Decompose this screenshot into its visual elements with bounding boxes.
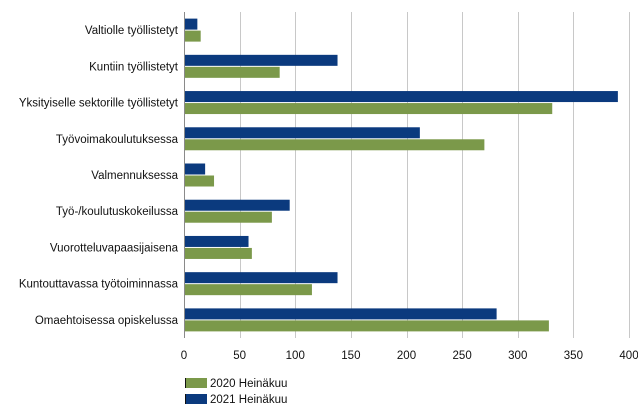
x-tick-label: 50 xyxy=(233,350,246,362)
category-labels: Valtiolle työllistetyt Kuntiin työllistet… xyxy=(19,25,179,327)
x-tick-label: 100 xyxy=(286,350,305,362)
category-label: Valtiolle työllistetyt xyxy=(85,25,179,37)
x-tick-label: 300 xyxy=(508,350,527,362)
bar-2021-8 xyxy=(185,272,338,284)
x-tick-label: 150 xyxy=(341,350,360,362)
x-tick-label: 400 xyxy=(619,350,638,362)
bar-2020-5 xyxy=(185,175,215,187)
legend-swatch xyxy=(185,378,207,388)
bar-2020-1 xyxy=(185,30,201,42)
category-label: Yksityiselle sektorille työllistetyt xyxy=(19,98,179,110)
bar-2020-7 xyxy=(185,247,252,259)
bar-2020-8 xyxy=(185,284,312,296)
category-label: Valmennuksessa xyxy=(91,170,178,182)
category-label: Työ-/koulutuskokeilussa xyxy=(56,206,179,218)
bar-2021-3 xyxy=(185,91,618,103)
x-axis-ticks: 0 50 100 150 200 250 300 350 400 xyxy=(181,350,638,362)
bar-2021-7 xyxy=(185,235,249,247)
legend-label: 2021 Heinäkuu xyxy=(210,394,287,406)
bar-2021-9 xyxy=(185,308,497,320)
legend: 2020 Heinäkuu 2021 Heinäkuu xyxy=(185,378,287,406)
category-label: Vuorotteluvapaasijaisena xyxy=(50,242,179,254)
category-label: Omaehtoisessa opiskelussa xyxy=(35,315,179,327)
bar-2021-5 xyxy=(185,163,206,175)
category-label: Kuntiin työllistetyt xyxy=(89,61,179,73)
bar-2020-9 xyxy=(185,320,549,332)
bars xyxy=(185,18,618,332)
legend-label: 2020 Heinäkuu xyxy=(210,378,287,390)
x-tick-label: 350 xyxy=(564,350,583,362)
gridlines xyxy=(184,12,630,338)
x-tick-label: 250 xyxy=(453,350,472,362)
bar-2021-6 xyxy=(185,199,290,211)
bar-2020-4 xyxy=(185,139,485,151)
x-tick-label: 200 xyxy=(397,350,416,362)
category-label: Työvoimakoulutuksessa xyxy=(56,134,179,146)
bar-2020-3 xyxy=(185,103,553,115)
bar-2021-2 xyxy=(185,54,338,66)
legend-swatch xyxy=(185,394,207,404)
bar-2020-6 xyxy=(185,211,272,223)
x-tick-label: 0 xyxy=(181,350,187,362)
category-label: Kuntouttavassa työtoiminnassa xyxy=(19,279,179,291)
bar-2021-1 xyxy=(185,18,198,30)
bar-2021-4 xyxy=(185,127,420,139)
bar-2020-2 xyxy=(185,66,280,78)
